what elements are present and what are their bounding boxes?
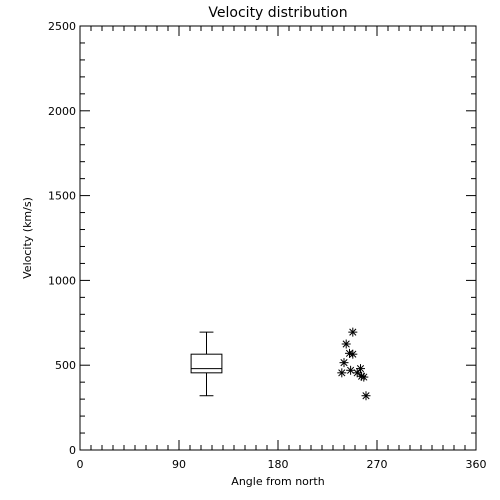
scatter-point xyxy=(346,365,356,375)
box-iqr xyxy=(190,353,223,374)
y-tick-label: 2500 xyxy=(48,20,76,33)
chart-title: Velocity distribution xyxy=(208,5,347,21)
x-axis: 0 90 180 270 360 xyxy=(77,26,487,471)
y-tick-label: 500 xyxy=(55,359,76,372)
x-tick-label: 270 xyxy=(367,458,388,471)
y-tick-label: 0 xyxy=(69,444,76,457)
scatter-point xyxy=(359,372,369,382)
x-tick-label: 180 xyxy=(268,458,289,471)
scatter-point xyxy=(348,327,358,337)
scatter-point xyxy=(337,368,347,378)
scatter-point xyxy=(348,349,358,359)
x-tick-label: 90 xyxy=(172,458,186,471)
scatter-point xyxy=(361,391,371,401)
box-plot xyxy=(190,331,223,397)
y-axis: 0 500 1000 1500 2000 2500 xyxy=(48,20,476,457)
y-axis-title: Velocity (km/s) xyxy=(21,197,34,279)
x-tick-label: 360 xyxy=(466,458,487,471)
scatter-point xyxy=(341,339,351,349)
plot-frame xyxy=(79,25,477,451)
y-tick-label: 2000 xyxy=(48,105,76,118)
x-axis-title: Angle from north xyxy=(231,475,324,488)
x-tick-label: 0 xyxy=(77,458,84,471)
scatter-point xyxy=(339,358,349,368)
plot-marks xyxy=(190,327,371,401)
y-tick-label: 1500 xyxy=(48,190,76,203)
y-tick-label: 1000 xyxy=(48,274,76,287)
